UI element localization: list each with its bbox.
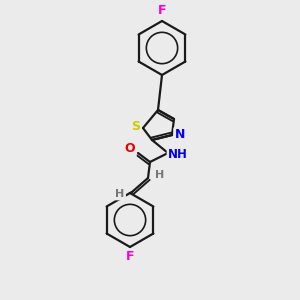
Text: O: O	[125, 142, 135, 155]
Text: H: H	[116, 189, 124, 199]
Text: F: F	[158, 4, 166, 17]
Text: N: N	[175, 128, 185, 142]
Text: F: F	[126, 250, 134, 263]
Text: NH: NH	[168, 148, 188, 161]
Text: S: S	[131, 121, 140, 134]
Text: H: H	[155, 170, 165, 180]
